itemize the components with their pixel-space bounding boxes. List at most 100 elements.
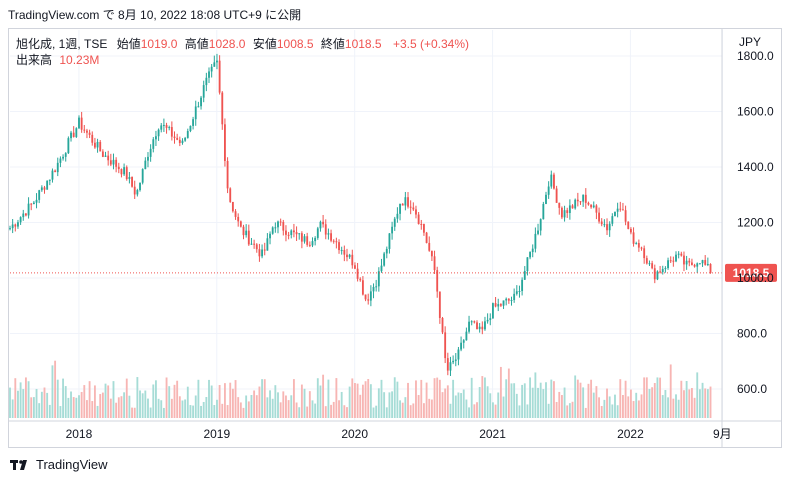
candle-body <box>162 124 165 126</box>
candle-body <box>292 230 295 233</box>
candle-body <box>75 128 78 137</box>
candle-body <box>375 286 378 288</box>
candle-body <box>306 236 309 245</box>
volume-bar <box>354 383 356 418</box>
volume-bar <box>322 374 325 418</box>
volume-bar <box>162 407 165 418</box>
candle-body <box>330 233 332 241</box>
volume-bar <box>202 401 205 418</box>
candle-body <box>144 160 147 170</box>
volume-bar <box>181 400 184 418</box>
volume-bar <box>486 386 489 418</box>
volume-bar <box>96 405 99 418</box>
candle-body <box>51 170 54 180</box>
volume-bar <box>109 398 112 418</box>
candle-body <box>35 199 38 203</box>
volume-bar <box>616 405 619 418</box>
candle-body <box>367 299 370 301</box>
volume-bar <box>155 380 157 418</box>
candle-body <box>661 269 664 273</box>
candle-body <box>189 125 192 132</box>
candle-body <box>56 162 59 173</box>
candle-body <box>128 177 131 180</box>
candle-body <box>627 221 630 229</box>
volume-bar <box>393 377 396 418</box>
candle-body <box>22 213 25 218</box>
volume-bar <box>292 379 295 418</box>
volume-bar <box>173 384 176 418</box>
volume-bar <box>221 403 224 418</box>
volume-bar <box>40 391 43 418</box>
volume-bar <box>611 404 614 418</box>
candle-body <box>558 202 561 208</box>
candle-body <box>40 187 43 191</box>
candle-body <box>43 187 46 190</box>
close-label: 終値 <box>320 37 345 51</box>
candle-body <box>242 226 245 236</box>
time-tick-label: 9月 <box>713 427 732 441</box>
candle-body <box>64 153 67 157</box>
volume-bar <box>62 378 64 418</box>
volume-bar <box>314 403 317 418</box>
candle-body <box>574 199 577 209</box>
candle-body <box>603 224 606 226</box>
volume-bar <box>282 391 285 418</box>
candle-body <box>120 169 123 175</box>
volume-bar <box>656 377 659 418</box>
time-tick-label: 2022 <box>617 427 644 441</box>
volume-bar <box>584 407 587 418</box>
candle-body <box>499 304 502 306</box>
candle-body <box>210 66 213 72</box>
volume-bar <box>72 397 75 418</box>
candle-body <box>80 117 83 130</box>
volume-bar <box>343 405 346 418</box>
price-axis: 1800.0 1600.0 1400.0 1200.0 1000.0 800.0 600.0 <box>9 29 781 447</box>
volume-bar <box>555 401 558 418</box>
candle-body <box>534 233 537 249</box>
candle-body <box>507 298 510 301</box>
volume-bar <box>35 388 38 418</box>
volume-bar <box>595 386 598 418</box>
candle-body <box>62 156 64 159</box>
candle-body <box>27 203 30 216</box>
candle-body <box>513 293 516 300</box>
volume-bar <box>136 377 139 418</box>
candle-body <box>322 221 325 225</box>
volume-bar <box>478 387 481 418</box>
candle-body <box>136 190 139 195</box>
candle-body <box>659 271 662 273</box>
volume-bar <box>213 405 216 418</box>
volume-bar <box>107 385 110 418</box>
candle-body <box>88 132 91 135</box>
volume-bar <box>38 403 41 418</box>
volume-bar <box>115 402 118 418</box>
candle-body <box>598 212 600 222</box>
volume-bar <box>338 400 340 418</box>
volume-bar <box>319 385 322 418</box>
candle-body <box>229 188 232 202</box>
candle-body <box>290 230 293 236</box>
candle-body <box>560 207 563 218</box>
candle-body <box>640 247 643 249</box>
candle-body <box>420 223 423 225</box>
candle-body <box>274 227 277 229</box>
volume-bar <box>651 387 654 418</box>
candle-body <box>115 159 118 167</box>
candle-body <box>266 238 269 251</box>
volume-bar <box>247 401 250 418</box>
candle-body <box>125 167 128 180</box>
candle-body <box>438 291 441 318</box>
candle-body <box>168 127 171 129</box>
candle-body <box>526 257 529 272</box>
volume-bar <box>197 379 200 418</box>
volume-bar <box>648 388 651 418</box>
volume-bar <box>258 386 261 418</box>
volume-bar <box>401 402 404 418</box>
volume-bar <box>515 393 518 418</box>
candle-body <box>669 260 672 262</box>
candle-body <box>107 155 110 161</box>
candle-body <box>226 160 229 189</box>
footer-brand[interactable]: TradingView <box>10 457 108 472</box>
candle-body <box>677 253 680 255</box>
